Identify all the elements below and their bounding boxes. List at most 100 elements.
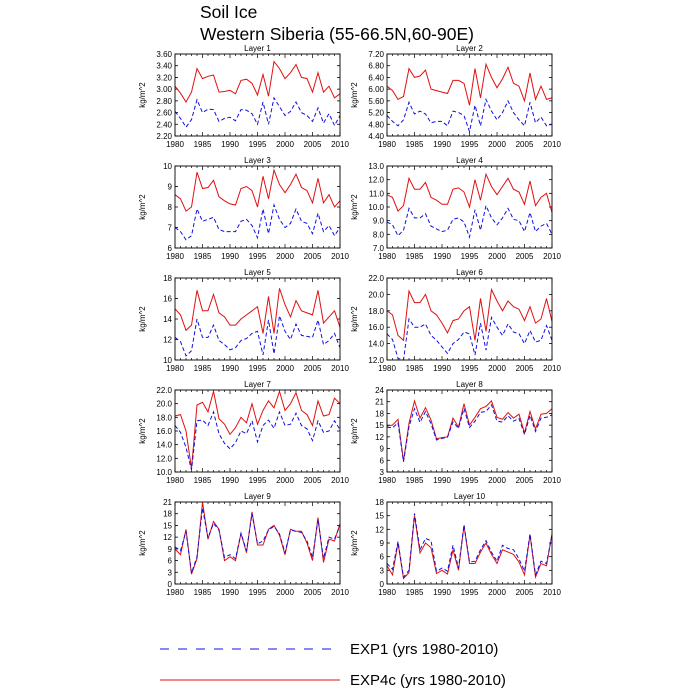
y-tick-label: 12 [163,336,172,345]
x-tick-label: 2010 [331,252,349,261]
y-axis-label: kg/m^2 [350,194,359,220]
y-tick-label: 2.80 [156,97,172,106]
x-tick-label: 2000 [276,364,294,373]
x-tick-label: 1985 [194,252,212,261]
y-tick-label: 18 [375,498,384,507]
panel-9: Layer 9 kg/m^2 0 3 6 9 12 15 18 21 1980 1985 1990 199… [138,492,349,597]
panel-2: Layer 2 kg/m^2 4.40 4.80 5.20 5.60 6.00 6.40 6.8… [350,44,561,149]
series-line-exp1 [386,513,553,579]
y-tick-label: 6 [380,456,385,465]
x-tick-label: 1990 [221,588,239,597]
series-line-exp1 [386,204,553,239]
y-tick-label: 18.0 [156,413,172,422]
y-tick-label: 3 [380,468,385,477]
x-tick-label: 2000 [276,476,294,485]
y-tick-label: 12.0 [368,356,384,365]
x-tick-label: 1980 [166,252,184,261]
y-tick-label: 10 [163,162,172,171]
y-tick-label: 9.0 [373,217,385,226]
x-tick-label: 1985 [194,588,212,597]
series-line-exp4c [386,62,553,106]
y-tick-label: 3 [168,568,173,577]
x-tick-label: 1980 [378,476,396,485]
series-line-exp1 [174,507,341,574]
y-tick-label: 14 [163,315,172,324]
series-line-exp4c [174,168,341,212]
y-tick-label: 15 [375,512,384,521]
x-tick-label: 1990 [221,252,239,261]
y-tick-label: 6.40 [368,73,384,82]
legend-label-exp1: EXP1 (yrs 1980-2010) [350,641,498,658]
panel-frame [174,277,341,361]
x-tick-label: 1995 [249,476,267,485]
y-tick-label: 3.20 [156,73,172,82]
legend-label-exp4c: EXP4c (yrs 1980-2010) [350,672,506,689]
y-tick-label: 9 [380,539,385,548]
panel-3: Layer 3 kg/m^2 6 7 8 9 10 1980 1985 1990 1995 2000 2… [138,156,349,261]
y-tick-label: 12 [163,533,172,542]
series-line-exp1 [386,403,553,462]
x-tick-label: 2000 [488,252,506,261]
y-tick-label: 18.0 [368,307,384,316]
y-tick-label: 4.40 [368,132,384,141]
y-tick-label: 2.60 [156,109,172,118]
x-tick-label: 2000 [488,476,506,485]
panel-frame [386,501,553,585]
x-tick-label: 1985 [406,364,424,373]
x-tick-label: 2005 [516,252,534,261]
y-tick-label: 6.00 [368,85,384,94]
x-tick-label: 2010 [331,476,349,485]
x-tick-label: 2005 [304,364,322,373]
y-tick-label: 13.0 [368,162,384,171]
y-tick-label: 3.60 [156,50,172,59]
x-tick-label: 1995 [461,364,479,373]
y-tick-label: 3 [380,566,385,575]
y-tick-label: 14.0 [156,441,172,450]
y-tick-label: 15 [375,421,384,430]
series-line-exp4c [174,60,341,103]
x-tick-label: 1995 [249,364,267,373]
y-tick-label: 22.0 [368,274,384,283]
x-tick-label: 2005 [304,140,322,149]
y-tick-label: 0 [380,580,385,589]
x-tick-label: 1995 [461,588,479,597]
series-line-exp4c [386,399,553,462]
x-tick-label: 2005 [304,476,322,485]
series-line-exp4c [174,288,341,334]
panel-6: Layer 6 kg/m^2 12.0 14.0 16.0 18.0 20.0 22.0 198… [350,268,561,373]
x-tick-label: 1995 [461,140,479,149]
y-tick-label: 8 [168,203,173,212]
x-tick-label: 1995 [249,140,267,149]
series-line-exp4c [386,515,553,580]
x-tick-label: 1990 [221,364,239,373]
panel-title: Layer 6 [456,268,483,277]
panel-1: Layer 1 kg/m^2 2.20 2.40 2.60 2.80 3.00 3.20 3.4… [138,44,349,149]
x-tick-label: 1980 [378,252,396,261]
legend-entry-exp1: EXP1 (yrs 1980-2010) [160,641,498,658]
x-tick-label: 2005 [516,364,534,373]
x-tick-label: 1990 [221,140,239,149]
x-tick-label: 1985 [406,588,424,597]
panel-title: Layer 9 [244,492,271,501]
x-tick-label: 2010 [543,588,561,597]
x-tick-label: 2010 [331,588,349,597]
x-tick-label: 2000 [488,140,506,149]
panel-title: Layer 8 [456,380,483,389]
figure-title-line2: Western Siberia (55-66.5N,60-90E) [200,24,474,44]
panel-title: Layer 1 [244,44,271,53]
y-tick-label: 9 [380,445,385,454]
y-tick-label: 2.20 [156,132,172,141]
series-line-exp1 [174,410,341,471]
x-tick-label: 1995 [461,476,479,485]
x-tick-label: 1980 [166,364,184,373]
x-tick-label: 1980 [378,364,396,373]
x-tick-label: 1995 [461,252,479,261]
y-tick-label: 4.80 [368,120,384,129]
y-tick-label: 6 [380,553,385,562]
panel-7: Layer 7 kg/m^2 10.0 12.0 14.0 16.0 18.0 20.0 22.… [138,380,349,485]
y-axis-label: kg/m^2 [138,82,147,108]
series-line-exp1 [386,97,553,134]
y-axis-label: kg/m^2 [350,306,359,332]
panel-4: Layer 4 kg/m^2 7.0 8.0 9.0 10.0 11.0 12.0 13.0 19… [350,156,561,261]
x-tick-label: 2010 [331,364,349,373]
